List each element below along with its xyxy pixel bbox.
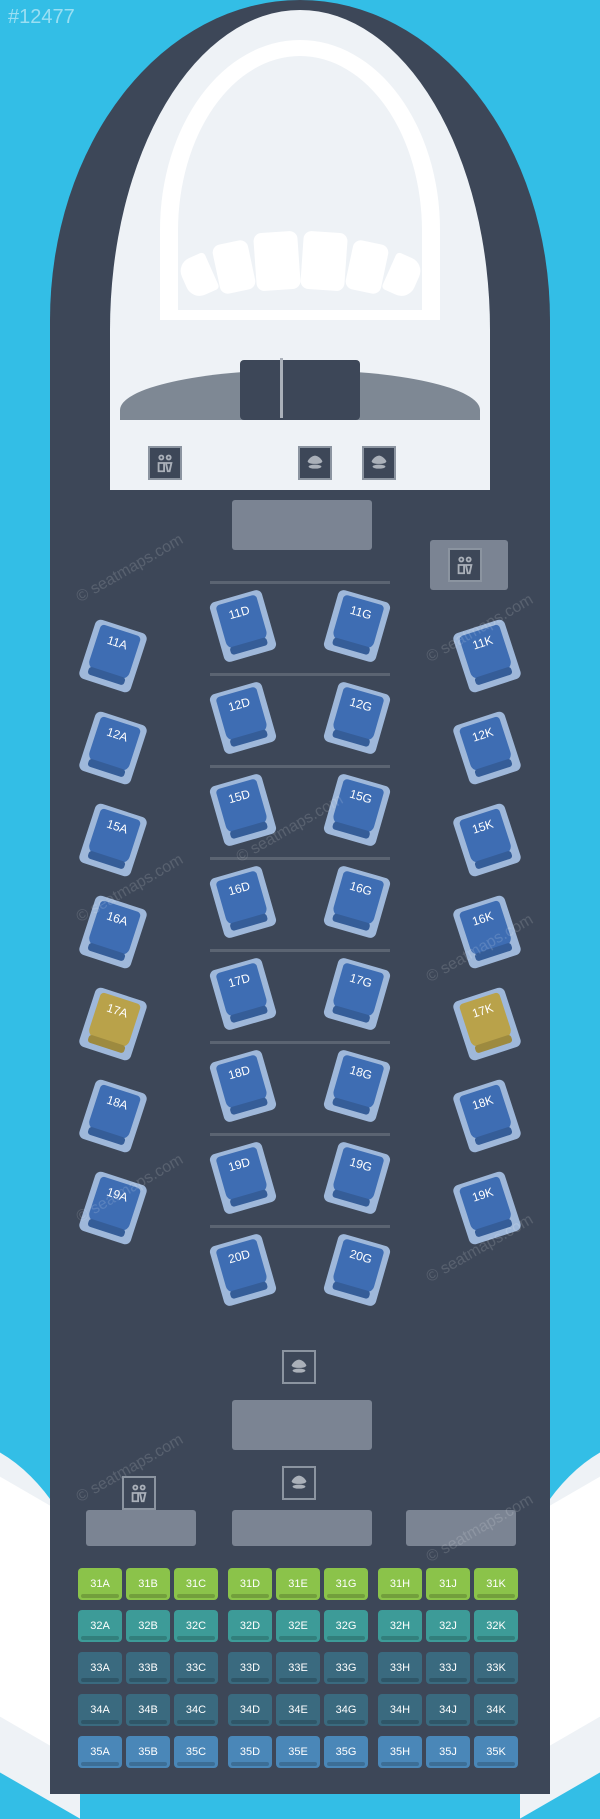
economy-seat-34K[interactable]: 34K <box>474 1694 518 1726</box>
economy-seat-31C[interactable]: 31C <box>174 1568 218 1600</box>
image-id-watermark: #12477 <box>8 6 75 29</box>
lavatory-icon <box>122 1476 156 1510</box>
biz-row-divider <box>210 1041 390 1044</box>
economy-seat-34J[interactable]: 34J <box>426 1694 470 1726</box>
economy-seat-31E[interactable]: 31E <box>276 1568 320 1600</box>
economy-seat-33K[interactable]: 33K <box>474 1652 518 1684</box>
economy-seat-31J[interactable]: 31J <box>426 1568 470 1600</box>
economy-seat-33B[interactable]: 33B <box>126 1652 170 1684</box>
economy-seat-35G[interactable]: 35G <box>324 1736 368 1768</box>
economy-seat-35D[interactable]: 35D <box>228 1736 272 1768</box>
cabin-monument <box>86 1510 196 1546</box>
economy-seat-35H[interactable]: 35H <box>378 1736 422 1768</box>
economy-seat-31K[interactable]: 31K <box>474 1568 518 1600</box>
cabin-monument <box>232 1510 372 1546</box>
cabin-monument <box>232 500 372 550</box>
economy-seat-31H[interactable]: 31H <box>378 1568 422 1600</box>
economy-seat-35E[interactable]: 35E <box>276 1736 320 1768</box>
galley-icon <box>282 1350 316 1384</box>
biz-row-divider <box>210 1133 390 1136</box>
galley-icon <box>362 446 396 480</box>
economy-seat-35K[interactable]: 35K <box>474 1736 518 1768</box>
economy-seat-33D[interactable]: 33D <box>228 1652 272 1684</box>
economy-seat-33A[interactable]: 33A <box>78 1652 122 1684</box>
biz-row-divider <box>210 1225 390 1228</box>
cockpit-door <box>280 358 283 418</box>
biz-row-divider <box>210 673 390 676</box>
economy-seat-35B[interactable]: 35B <box>126 1736 170 1768</box>
economy-seat-35A[interactable]: 35A <box>78 1736 122 1768</box>
economy-seat-32B[interactable]: 32B <box>126 1610 170 1642</box>
economy-seat-32G[interactable]: 32G <box>324 1610 368 1642</box>
biz-row-divider <box>210 765 390 768</box>
lavatory-icon <box>148 446 182 480</box>
economy-seat-32H[interactable]: 32H <box>378 1610 422 1642</box>
cabin-monument <box>232 1400 372 1450</box>
galley-icon <box>282 1466 316 1500</box>
economy-seat-33J[interactable]: 33J <box>426 1652 470 1684</box>
economy-seat-34D[interactable]: 34D <box>228 1694 272 1726</box>
forward-door-area <box>240 360 360 420</box>
biz-row-divider <box>210 857 390 860</box>
economy-seat-34E[interactable]: 34E <box>276 1694 320 1726</box>
biz-row-divider <box>210 949 390 952</box>
economy-seat-31A[interactable]: 31A <box>78 1568 122 1600</box>
economy-seat-31D[interactable]: 31D <box>228 1568 272 1600</box>
economy-seat-32J[interactable]: 32J <box>426 1610 470 1642</box>
economy-seat-34B[interactable]: 34B <box>126 1694 170 1726</box>
economy-seat-33E[interactable]: 33E <box>276 1652 320 1684</box>
economy-seat-35C[interactable]: 35C <box>174 1736 218 1768</box>
economy-seat-31G[interactable]: 31G <box>324 1568 368 1600</box>
economy-seat-34G[interactable]: 34G <box>324 1694 368 1726</box>
economy-seat-32C[interactable]: 32C <box>174 1610 218 1642</box>
cockpit-windows <box>150 220 450 310</box>
economy-seat-31B[interactable]: 31B <box>126 1568 170 1600</box>
lavatory-icon <box>448 548 482 582</box>
economy-seat-34C[interactable]: 34C <box>174 1694 218 1726</box>
economy-seat-32K[interactable]: 32K <box>474 1610 518 1642</box>
economy-seat-32D[interactable]: 32D <box>228 1610 272 1642</box>
economy-seat-33H[interactable]: 33H <box>378 1652 422 1684</box>
economy-seat-34H[interactable]: 34H <box>378 1694 422 1726</box>
economy-seat-35J[interactable]: 35J <box>426 1736 470 1768</box>
economy-seat-32A[interactable]: 32A <box>78 1610 122 1642</box>
economy-seat-34A[interactable]: 34A <box>78 1694 122 1726</box>
economy-seat-32E[interactable]: 32E <box>276 1610 320 1642</box>
galley-icon <box>298 446 332 480</box>
economy-seat-33C[interactable]: 33C <box>174 1652 218 1684</box>
economy-seat-33G[interactable]: 33G <box>324 1652 368 1684</box>
biz-row-divider <box>210 581 390 584</box>
cabin-monument <box>406 1510 516 1546</box>
